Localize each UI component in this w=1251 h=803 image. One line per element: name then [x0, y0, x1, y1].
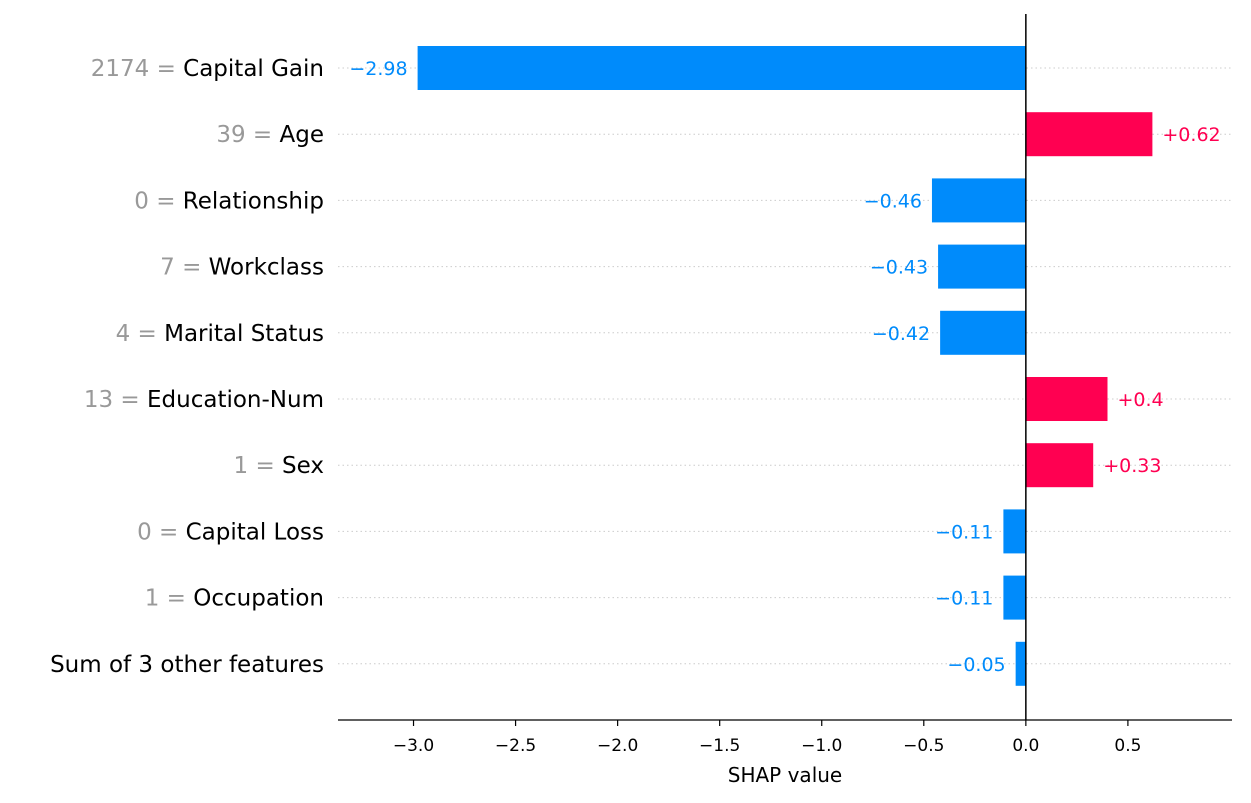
feature-label: Sum of 3 other features	[50, 652, 324, 678]
feature-name: Relationship	[183, 188, 324, 214]
bar-value-label: −0.43	[870, 257, 928, 279]
feature-name: Marital Status	[164, 321, 324, 347]
feature-name: Education-Num	[147, 387, 324, 413]
x-tick-label: 0.0	[1012, 736, 1039, 756]
bar-value-label: −0.42	[872, 323, 930, 345]
bar-age	[1025, 112, 1153, 157]
feature-name: Capital Gain	[183, 56, 324, 82]
bar-value-label: +0.62	[1162, 124, 1220, 146]
feature-name: Sex	[282, 453, 324, 479]
feature-label: 1 = Occupation	[145, 586, 324, 612]
feature-label: 7 = Workclass	[160, 255, 324, 281]
bar-value-label: +0.33	[1103, 455, 1161, 477]
bar-education-num	[1025, 377, 1108, 421]
x-tick-label: −1.5	[699, 736, 740, 756]
feature-value: 1 =	[145, 586, 194, 612]
bar-value-label: −0.05	[947, 654, 1005, 676]
feature-value: 13 =	[84, 387, 147, 413]
x-tick-label: −2.5	[495, 736, 536, 756]
feature-value: 1 =	[234, 453, 283, 479]
x-axis-ticks: −3.0 −2.5 −2.0 −1.5 −1.0 −0.5 0.0 0.5	[393, 720, 1141, 756]
feature-label: 4 = Marital Status	[116, 321, 324, 347]
bar-marital-status	[940, 310, 1026, 355]
feature-name: Occupation	[193, 586, 324, 612]
feature-labels: 2174 = Capital Gain 39 = Age 0 = Relations…	[50, 56, 324, 678]
feature-value: 0 =	[134, 188, 183, 214]
bar-relationship	[931, 178, 1026, 223]
x-tick-label: −3.0	[393, 736, 434, 756]
bars	[417, 46, 1153, 686]
bar-value-labels: −2.98 +0.62 −0.46 −0.43 −0.42 +0.4 +0.33 −0.11 −…	[349, 58, 1220, 676]
feature-value: 2174 =	[91, 56, 183, 82]
bar-value-label: −0.11	[935, 521, 993, 543]
bar-sex	[1025, 443, 1094, 488]
feature-name: Sum of 3 other features	[50, 652, 324, 678]
x-tick-label: −1.0	[801, 736, 842, 756]
bar-value-label: −0.46	[864, 190, 922, 212]
x-tick-label: −0.5	[903, 736, 944, 756]
bar-value-label: −2.98	[349, 58, 407, 80]
feature-name: Workclass	[209, 255, 324, 281]
feature-value: 39 =	[216, 122, 279, 148]
bar-capital-loss	[1003, 509, 1026, 554]
feature-name: Capital Loss	[186, 519, 324, 545]
bar-capital-gain	[417, 46, 1026, 90]
feature-label: 1 = Sex	[234, 453, 325, 479]
feature-value: 4 =	[116, 321, 165, 347]
bar-sum-of-3-other-features	[1015, 641, 1026, 686]
x-tick-label: −2.0	[597, 736, 638, 756]
feature-name: Age	[280, 122, 324, 148]
feature-label: 13 = Education-Num	[84, 387, 324, 413]
x-axis-title: SHAP value	[728, 763, 842, 787]
feature-label: 0 = Relationship	[134, 188, 324, 214]
feature-value: 7 =	[160, 255, 209, 281]
feature-value: 0 =	[137, 519, 186, 545]
bar-workclass	[938, 244, 1026, 289]
x-tick-label: 0.5	[1114, 736, 1141, 756]
feature-label: 2174 = Capital Gain	[91, 56, 324, 82]
bar-value-label: +0.4	[1117, 389, 1163, 411]
bar-occupation	[1003, 575, 1026, 620]
bar-value-label: −0.11	[935, 588, 993, 610]
grid-lines	[338, 67, 1232, 665]
feature-label: 0 = Capital Loss	[137, 519, 324, 545]
feature-label: 39 = Age	[216, 122, 324, 148]
